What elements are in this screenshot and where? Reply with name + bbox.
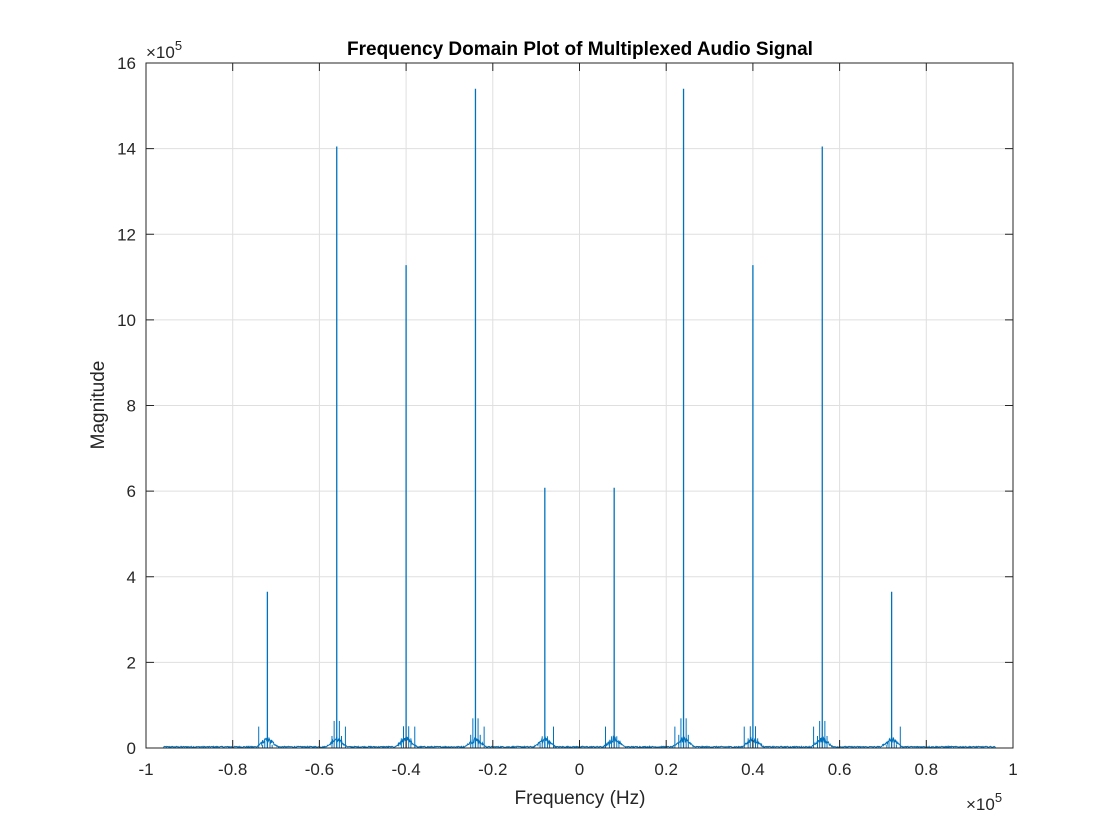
y-axis-label: Magnitude	[88, 361, 109, 450]
x-tick-label: -0.2	[478, 760, 507, 779]
x-tick-label: -0.6	[305, 760, 334, 779]
x-tick-label: -0.8	[218, 760, 247, 779]
y-tick-label: 6	[127, 482, 136, 501]
y-tick-label: 4	[127, 568, 136, 587]
y-tick-label: 2	[127, 653, 136, 672]
x-tick-label: 0	[575, 760, 584, 779]
x-tick-label: 0.6	[828, 760, 852, 779]
x-exponent-base: ×10	[966, 795, 995, 814]
x-axis-label: Frequency (Hz)	[515, 788, 646, 809]
x-tick-labels: -1 -0.8 -0.6 -0.4 -0.2 0 0.2 0.4 0.6 0.8 1	[138, 760, 1017, 779]
y-tick-label: 8	[127, 397, 136, 416]
y-tick-label: 10	[117, 311, 136, 330]
y-exponent-base: ×10	[146, 43, 175, 62]
x-tick-label: 0.4	[741, 760, 765, 779]
x-axis-exponent: ×105	[966, 790, 1002, 814]
x-tick-label: 1	[1008, 760, 1017, 779]
y-tick-label: 16	[117, 54, 136, 73]
x-tick-label: 0.2	[654, 760, 678, 779]
y-tick-label: 12	[117, 225, 136, 244]
x-exponent-power: 5	[995, 790, 1002, 805]
x-tick-label: 0.8	[914, 760, 938, 779]
y-axis-exponent: ×105	[146, 38, 182, 62]
tick-marks	[145, 62, 1014, 749]
x-tick-label: -0.4	[391, 760, 420, 779]
y-exponent-power: 5	[175, 38, 182, 53]
y-tick-label: 0	[127, 739, 136, 758]
chart-title: Frequency Domain Plot of Multiplexed Aud…	[347, 39, 813, 60]
y-tick-labels: 0 2 4 6 8 10 12 14 16	[117, 54, 136, 758]
y-tick-label: 14	[117, 140, 136, 159]
x-tick-label: -1	[138, 760, 153, 779]
